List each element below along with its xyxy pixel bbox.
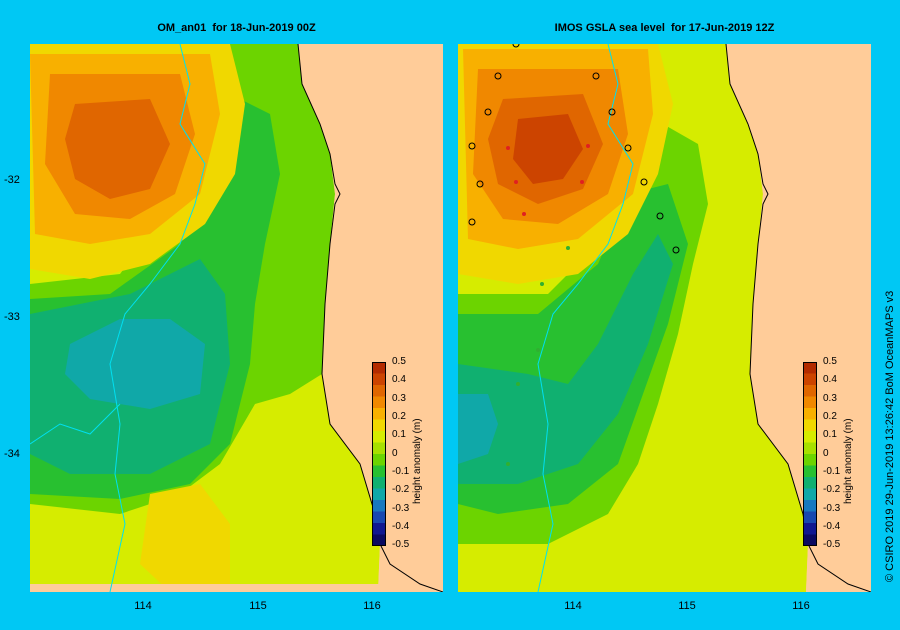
cbar-label: -0.5 (392, 539, 410, 550)
colorbar-swatch (803, 500, 817, 512)
colorbar-swatch (803, 511, 817, 524)
colorbar-swatch (803, 477, 817, 489)
cbar-label: 0.5 (392, 356, 406, 367)
colorbar-swatch (803, 362, 817, 374)
cbar-label: -0.3 (823, 503, 841, 514)
cbar-label: 0.4 (823, 374, 837, 385)
colorbar-swatch (803, 373, 817, 386)
left-panel-title: OM_an01 for 18-Jun-2019 00Z (157, 22, 316, 34)
colorbar-left-gradient (372, 362, 386, 547)
colorbar-swatch (372, 431, 386, 443)
colorbar-swatch (372, 442, 386, 455)
lon-tick-114-left: 114 (134, 600, 152, 612)
cbar-label: -0.2 (392, 484, 410, 495)
cbar-label: -0.1 (392, 466, 410, 477)
cbar-label: 0.3 (823, 393, 837, 404)
cbar-label: -0.5 (823, 539, 841, 550)
lon-tick-115-right: 115 (678, 600, 696, 612)
colorbar-swatch (803, 408, 817, 420)
colorbar-left-title: height anomaly (m) (412, 418, 423, 504)
left-map-panel[interactable] (30, 44, 443, 592)
cbar-label: 0.1 (392, 429, 406, 440)
colorbar-swatch (372, 511, 386, 524)
colorbar-right-gradient (803, 362, 817, 547)
cbar-label: 0.2 (823, 411, 837, 422)
colorbar-swatch (372, 523, 386, 535)
colorbar-swatch (803, 431, 817, 443)
colorbar-swatch (803, 396, 817, 409)
colorbar-swatch (372, 385, 386, 397)
lat-tick-32: -32 (4, 174, 20, 186)
colorbar-swatch (372, 500, 386, 512)
colorbar-swatch (372, 465, 386, 478)
colorbar-swatch (803, 385, 817, 397)
cbar-label: 0.3 (392, 393, 406, 404)
cbar-label: 0.4 (392, 374, 406, 385)
colorbar-swatch (372, 362, 386, 374)
colorbar-swatch (803, 454, 817, 466)
cbar-label: -0.3 (392, 503, 410, 514)
cbar-label: -0.2 (823, 484, 841, 495)
lon-tick-116-right: 116 (792, 600, 810, 612)
credit-text: © CSIRO 2019 29-Jun-2019 13:26:42 BoM Oc… (884, 290, 896, 582)
colorbar-swatch (372, 419, 386, 432)
colorbar-swatch (803, 465, 817, 478)
cbar-label: 0.2 (392, 411, 406, 422)
colorbar-swatch (372, 477, 386, 489)
lon-tick-114-right: 114 (564, 600, 582, 612)
colorbar-swatch (372, 488, 386, 501)
colorbar-swatch (803, 523, 817, 535)
right-map-svg (458, 44, 871, 592)
cbar-label: 0.1 (823, 429, 837, 440)
colorbar-right-title: height anomaly (m) (843, 418, 854, 504)
right-panel-title: IMOS GSLA sea level for 17-Jun-2019 12Z (554, 22, 775, 34)
right-map-panel[interactable] (458, 44, 871, 592)
colorbar-border (372, 362, 386, 546)
lon-tick-116-left: 116 (363, 600, 381, 612)
lat-tick-33: -33 (4, 311, 20, 323)
colorbar-swatch (372, 408, 386, 420)
lon-tick-115-left: 115 (249, 600, 267, 612)
colorbar-swatch (372, 534, 386, 547)
colorbar-swatch (803, 419, 817, 432)
lat-tick-34: -34 (4, 448, 20, 460)
cbar-label: 0 (392, 448, 398, 459)
colorbar-border (803, 362, 817, 546)
colorbar-swatch (372, 396, 386, 409)
cbar-label: 0 (823, 448, 829, 459)
colorbar-swatch (803, 442, 817, 455)
left-map-svg (30, 44, 443, 592)
colorbar-swatch (372, 373, 386, 386)
cbar-label: -0.4 (823, 521, 841, 532)
cbar-label: -0.4 (392, 521, 410, 532)
colorbar-swatch (803, 488, 817, 501)
colorbar-right: 0.5 0.4 0.3 0.2 0.1 0 -0.1 -0.2 -0.3 -0.… (803, 356, 840, 551)
cbar-label: -0.1 (823, 466, 841, 477)
colorbar-swatch (803, 534, 817, 547)
colorbar-left: 0.5 0.4 0.3 0.2 0.1 0 -0.1 -0.2 -0.3 -0.… (372, 356, 409, 551)
cbar-label: 0.5 (823, 356, 837, 367)
colorbar-swatch (372, 454, 386, 466)
